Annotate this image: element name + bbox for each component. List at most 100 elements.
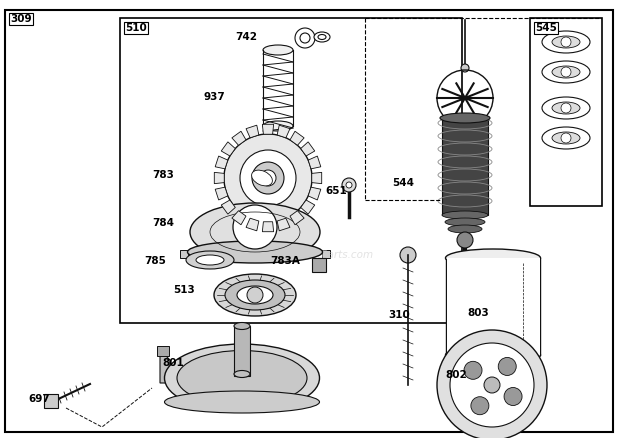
Text: 803: 803 — [467, 308, 489, 318]
Ellipse shape — [263, 121, 293, 131]
Circle shape — [247, 287, 263, 303]
Circle shape — [561, 67, 571, 77]
Ellipse shape — [542, 127, 590, 149]
Circle shape — [504, 388, 522, 406]
Circle shape — [471, 397, 489, 415]
Polygon shape — [465, 363, 521, 407]
Polygon shape — [246, 218, 259, 231]
Bar — [120, 18, 462, 323]
Bar — [530, 18, 602, 206]
Polygon shape — [215, 187, 228, 200]
Ellipse shape — [234, 322, 250, 329]
Text: 309: 309 — [10, 14, 32, 24]
Circle shape — [461, 64, 469, 72]
Text: 310: 310 — [388, 310, 410, 320]
Circle shape — [561, 133, 571, 143]
Polygon shape — [312, 173, 322, 184]
Ellipse shape — [187, 241, 322, 263]
Ellipse shape — [314, 32, 330, 42]
Polygon shape — [277, 218, 290, 231]
Ellipse shape — [214, 274, 296, 316]
Polygon shape — [308, 187, 321, 200]
Ellipse shape — [252, 170, 272, 186]
Polygon shape — [290, 131, 304, 145]
Polygon shape — [308, 156, 321, 169]
Polygon shape — [215, 173, 224, 184]
Bar — [234, 326, 250, 376]
Text: eReplacementParts.com: eReplacementParts.com — [246, 250, 374, 260]
Circle shape — [342, 178, 356, 192]
Text: 545: 545 — [535, 23, 557, 33]
Ellipse shape — [186, 251, 234, 269]
Ellipse shape — [552, 66, 580, 78]
Polygon shape — [221, 200, 236, 214]
Ellipse shape — [196, 255, 224, 265]
Circle shape — [300, 33, 310, 43]
Ellipse shape — [446, 346, 541, 364]
Polygon shape — [301, 142, 315, 156]
Bar — [447, 258, 540, 355]
Polygon shape — [180, 250, 188, 258]
Text: 785: 785 — [144, 256, 166, 266]
Circle shape — [346, 182, 352, 188]
Circle shape — [457, 232, 473, 248]
Ellipse shape — [552, 36, 580, 48]
Text: 544: 544 — [392, 178, 414, 188]
Polygon shape — [277, 125, 290, 138]
Polygon shape — [262, 222, 273, 232]
Ellipse shape — [445, 218, 485, 226]
Text: 510: 510 — [125, 23, 147, 33]
Circle shape — [400, 247, 416, 263]
Ellipse shape — [318, 35, 326, 39]
Ellipse shape — [234, 371, 250, 378]
Ellipse shape — [442, 211, 488, 219]
Ellipse shape — [446, 249, 541, 267]
Polygon shape — [262, 124, 273, 134]
Polygon shape — [232, 211, 246, 225]
Bar — [442, 118, 488, 215]
Text: 783: 783 — [152, 170, 174, 180]
Ellipse shape — [225, 280, 285, 310]
Polygon shape — [290, 211, 304, 225]
Circle shape — [561, 103, 571, 113]
Polygon shape — [301, 200, 315, 214]
Text: 697: 697 — [28, 394, 50, 404]
Ellipse shape — [164, 344, 319, 412]
Text: 802: 802 — [445, 370, 467, 380]
Bar — [312, 258, 326, 272]
Polygon shape — [215, 156, 228, 169]
Ellipse shape — [164, 391, 319, 413]
Ellipse shape — [542, 61, 590, 83]
Ellipse shape — [448, 225, 482, 233]
Circle shape — [498, 357, 516, 375]
Polygon shape — [160, 350, 170, 383]
Circle shape — [240, 150, 296, 206]
Circle shape — [561, 37, 571, 47]
Ellipse shape — [552, 132, 580, 144]
Circle shape — [295, 28, 315, 48]
Ellipse shape — [237, 286, 273, 304]
Ellipse shape — [190, 203, 320, 261]
Circle shape — [484, 377, 500, 393]
Ellipse shape — [542, 31, 590, 53]
Text: 784: 784 — [152, 218, 174, 228]
Bar — [44, 394, 58, 408]
Circle shape — [233, 205, 277, 249]
Ellipse shape — [177, 350, 307, 406]
Text: 937: 937 — [204, 92, 226, 102]
Ellipse shape — [552, 102, 580, 114]
Circle shape — [260, 170, 276, 186]
Circle shape — [450, 343, 534, 427]
Text: 742: 742 — [235, 32, 257, 42]
Circle shape — [437, 330, 547, 438]
Circle shape — [252, 162, 284, 194]
Text: 783A: 783A — [270, 256, 300, 266]
Circle shape — [224, 134, 312, 222]
Text: 651: 651 — [325, 186, 347, 196]
Text: 801: 801 — [162, 358, 184, 368]
Ellipse shape — [263, 45, 293, 55]
Polygon shape — [221, 142, 236, 156]
Polygon shape — [246, 125, 259, 138]
Polygon shape — [322, 250, 330, 258]
Bar — [157, 346, 169, 356]
